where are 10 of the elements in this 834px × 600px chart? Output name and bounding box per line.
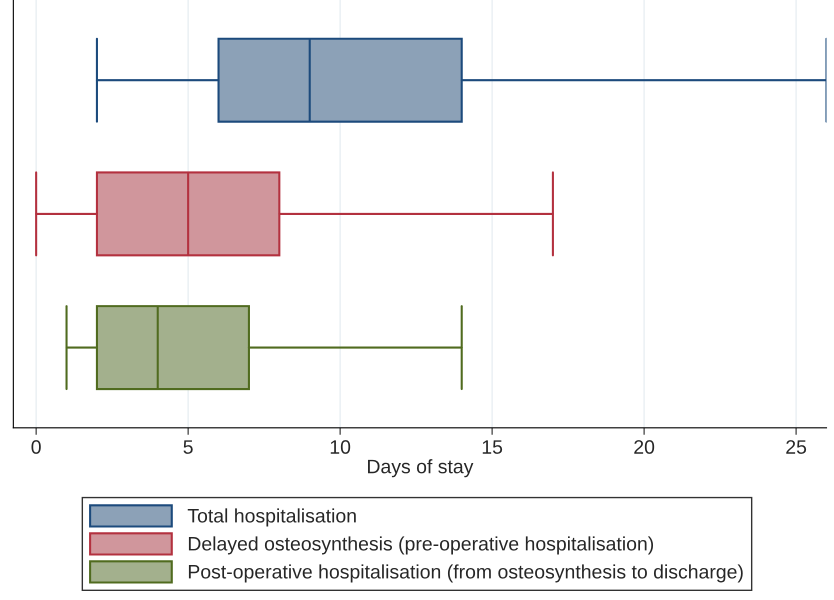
x-tick-label: 20 — [634, 440, 654, 454]
x-tick-label: 0 — [31, 440, 41, 454]
legend-label: Delayed osteosynthesis (pre-operative hospitalisation) — [188, 536, 654, 554]
legend-label: Post-operative hospitalisation (from osteosynthesis to discharge) — [188, 564, 743, 582]
x-tick-label: 25 — [786, 440, 806, 454]
x-tick-label: 15 — [482, 440, 502, 454]
x-tick-label: 10 — [330, 440, 350, 454]
x-tick-label: 5 — [184, 440, 193, 454]
legend-label: Total hospitalisation — [188, 508, 356, 526]
x-axis-title: Days of stay — [368, 459, 474, 478]
